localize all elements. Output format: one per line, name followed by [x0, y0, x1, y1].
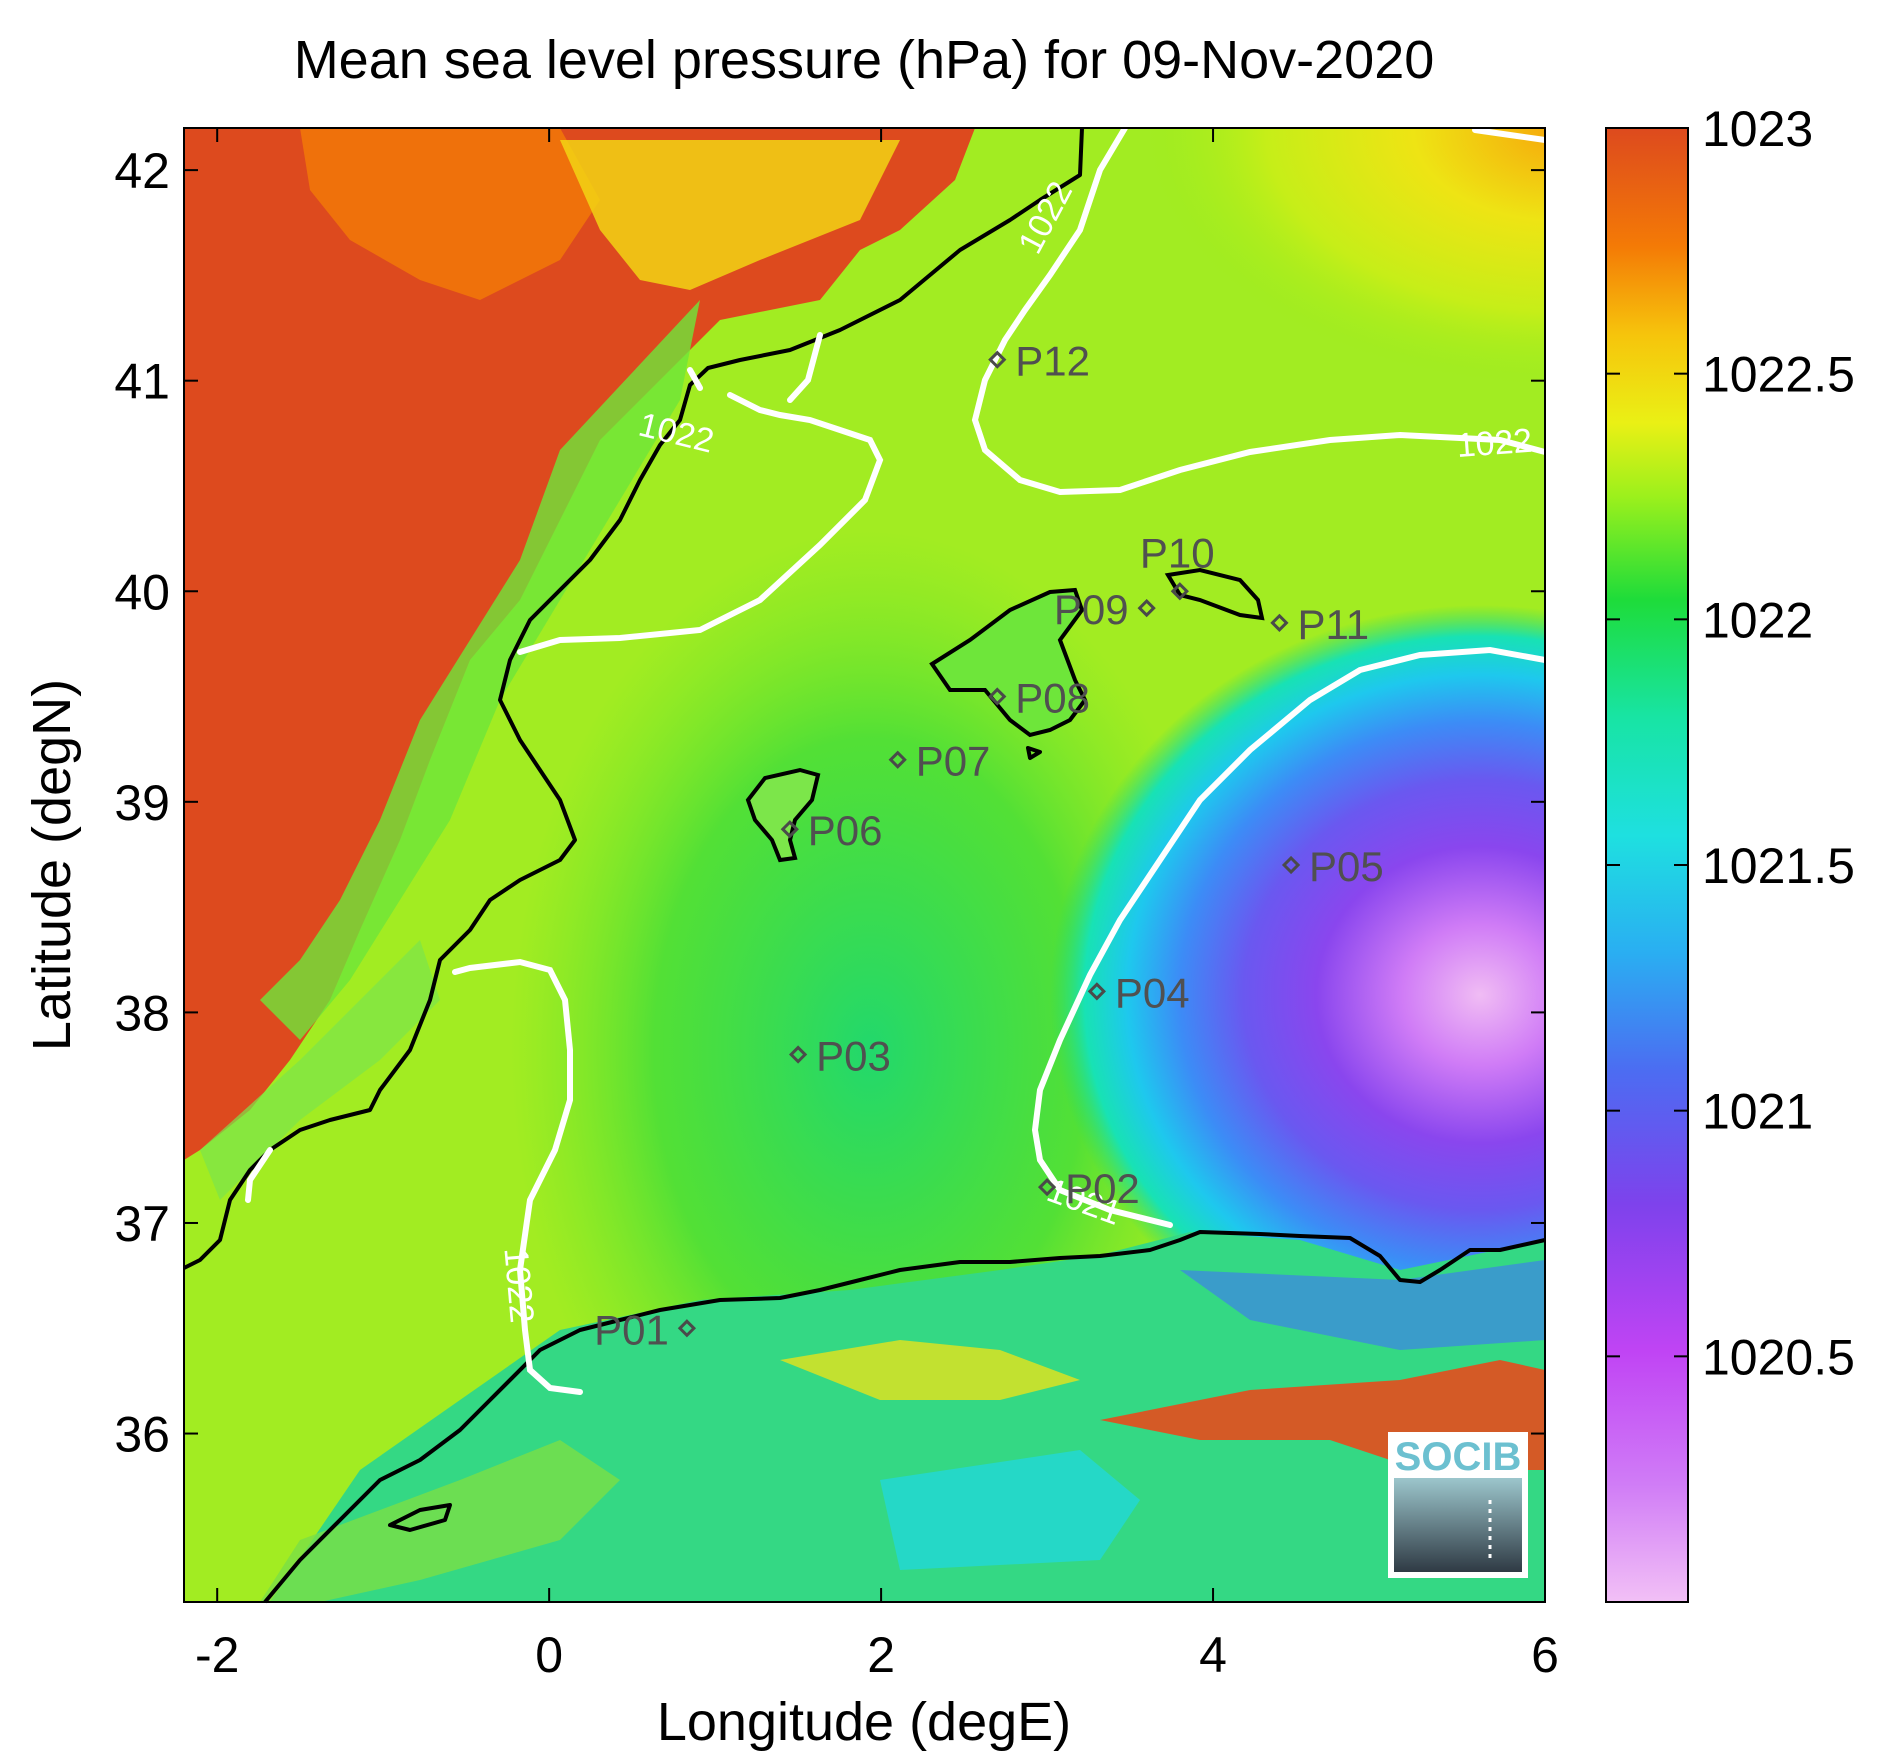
contour-label: 1022	[496, 1246, 540, 1325]
isobar-1022-northcoast	[687, 332, 823, 403]
station-marker	[1137, 598, 1156, 618]
land-africa-cyan	[880, 1450, 1140, 1570]
x-tick-label: 6	[1531, 1627, 1559, 1683]
isobar-1022-gulf	[517, 392, 884, 655]
y-tick-label: 37	[114, 1196, 170, 1252]
y-tick-label: 36	[114, 1407, 170, 1463]
station-label: P07	[916, 738, 991, 785]
station-marker	[780, 820, 799, 839]
coastlines	[183, 127, 1546, 1604]
station-label: P12	[1015, 338, 1090, 385]
station-label: P04	[1115, 969, 1190, 1016]
colorbar-tick-label: 1022	[1702, 592, 1813, 648]
y-tick-label: 40	[114, 564, 170, 620]
land-iberia-south-green	[200, 940, 440, 1200]
y-tick-label: 42	[114, 143, 170, 199]
land-iberia-orange	[300, 128, 600, 300]
station-marker	[1170, 582, 1189, 601]
y-tick-label: 41	[114, 354, 170, 410]
station-label: P06	[808, 807, 883, 854]
x-tick-label: 4	[1199, 1627, 1227, 1683]
station-label: P02	[1065, 1165, 1140, 1212]
island-menorca	[1164, 567, 1265, 621]
coastline-cabrera	[1026, 746, 1042, 760]
colorbar-tick-label: 1022.5	[1702, 347, 1855, 403]
colorbar-tick-label: 1020.5	[1702, 1329, 1855, 1385]
station-marker	[788, 1045, 808, 1064]
station-marker	[988, 350, 1007, 369]
x-axis: -2 0 2 4 6	[195, 128, 1559, 1683]
colorbar-tick-label: 1023	[1702, 101, 1813, 157]
land-coastal-green	[260, 300, 700, 1040]
station-label: P08	[1015, 675, 1090, 722]
coastline-iberia	[183, 127, 1084, 1270]
station-marker	[888, 750, 907, 769]
x-axis-label: Longitude (degE)	[657, 1692, 1071, 1752]
station-marker	[1037, 1178, 1057, 1197]
plot-frame	[183, 127, 1546, 1603]
station-marker	[677, 1319, 697, 1338]
station-label: P09	[1054, 586, 1129, 633]
station-label: P03	[816, 1033, 891, 1080]
y-axis-label: Latitude (degN)	[22, 679, 82, 1051]
chart-title: Mean sea level pressure (hPa) for 09-Nov…	[294, 30, 1435, 90]
station-label: P01	[594, 1306, 669, 1353]
isobar-1021	[1031, 646, 1548, 1228]
isobar-contours	[245, 125, 1548, 1395]
x-tick-label: -2	[195, 1627, 239, 1683]
logo-sea-gradient	[1394, 1478, 1522, 1572]
x-tick-label: 0	[535, 1627, 563, 1683]
land-iberia-yellow	[560, 140, 900, 290]
land-iberia	[184, 128, 975, 1160]
colorbar-tick-label: 1021.5	[1702, 838, 1855, 894]
colorbar-tick-label: 1021	[1702, 1084, 1813, 1140]
station-marker	[1270, 613, 1289, 632]
station-marker	[988, 687, 1007, 706]
station-label: P11	[1297, 601, 1369, 648]
island-ibiza	[745, 767, 821, 863]
y-axis: 36 37 38 39 40 41 42	[114, 143, 1545, 1463]
isobar-1022-north	[971, 125, 1548, 496]
contour-label: 1022	[1455, 422, 1533, 465]
land-africa-blue	[1180, 1260, 1545, 1350]
isobar-1022-southwest	[245, 1147, 273, 1203]
station-marker	[1087, 982, 1106, 1001]
x-tick-label: 2	[867, 1627, 895, 1683]
station-marker	[1281, 855, 1301, 875]
logo-text: SOCIB	[1395, 1435, 1522, 1479]
isobar-1022-northeast	[1472, 127, 1548, 143]
socib-logo: SOCIB	[1388, 1432, 1528, 1578]
colorbar: 1020.5 1021 1021.5 1022 1022.5 1023	[1605, 101, 1855, 1603]
y-tick-label: 39	[114, 775, 170, 831]
coastline-alboran	[388, 1503, 452, 1532]
station-label: P05	[1309, 843, 1384, 890]
pressure-field	[184, 128, 1545, 1602]
coastline-north-africa	[263, 1230, 1546, 1604]
land-africa-yellow	[780, 1340, 1080, 1400]
station-label: P10	[1140, 529, 1215, 576]
isobar-1022-south	[452, 958, 583, 1395]
colorbar-ticks: 1020.5 1021 1021.5 1022 1022.5 1023	[1606, 101, 1855, 1385]
y-tick-label: 38	[114, 985, 170, 1041]
